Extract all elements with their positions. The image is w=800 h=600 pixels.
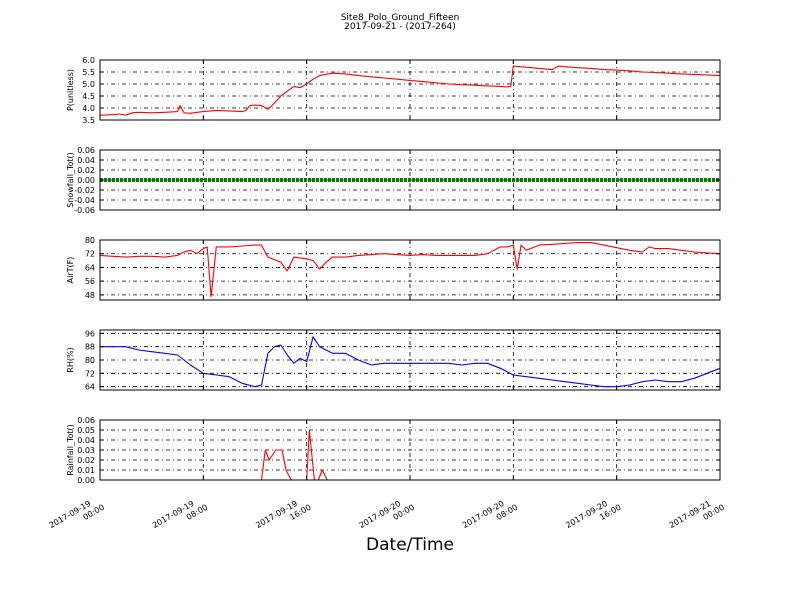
y-tick-label: 5.5	[82, 68, 95, 77]
y-tick-label: 72	[85, 369, 95, 378]
x-tick-label: 2017-09-2000:00	[358, 494, 416, 539]
x-tick-label: 2017-09-2016:00	[564, 494, 622, 539]
y-tick-label: 0.04	[77, 156, 95, 165]
y-axis-label: Snowfall_Tot()	[66, 152, 75, 208]
series-line	[99, 65, 721, 116]
y-axis-label: RH(%)	[66, 347, 75, 372]
y-tick-label: 0.01	[77, 466, 95, 475]
y-tick-label: 5.0	[82, 80, 95, 89]
y-tick-label: -0.06	[74, 206, 95, 215]
y-tick-label: -0.04	[74, 196, 95, 205]
y-tick-label: -0.02	[74, 186, 95, 195]
y-tick-label: 0.00	[77, 176, 95, 185]
y-tick-label: 0.00	[77, 476, 95, 485]
x-tick-label: 2017-09-1900:00	[48, 494, 106, 539]
panel-1: -0.06-0.04-0.020.000.020.040.06Snowfall_…	[66, 146, 721, 215]
panel-0: 3.5 4.0 4.5 5.0 5.5 6.0 P(unitless)	[66, 56, 721, 125]
y-axis-label: P(unitless)	[66, 69, 75, 111]
x-tick-label: 2017-09-2100:00	[668, 494, 726, 539]
y-tick-label: 80	[85, 356, 95, 365]
panel-3: 64 72 80 88 96 RH(%)	[66, 329, 721, 392]
x-axis-label: Date/Time	[366, 535, 454, 555]
x-tick-label: 2017-09-2008:00	[461, 494, 519, 539]
y-axis-label: Rainfall_Tot()	[66, 424, 75, 476]
y-tick-label: 4.5	[82, 92, 95, 101]
y-tick-label: 0.04	[77, 436, 95, 445]
chart-subtitle: 2017-09-21 - (2017-264)	[344, 22, 456, 32]
x-tick-label: 2017-09-1916:00	[254, 494, 312, 539]
y-tick-label: 64	[85, 263, 95, 272]
y-tick-label: 0.05	[77, 426, 95, 435]
y-tick-label: 0.06	[77, 416, 95, 425]
y-tick-label: 56	[85, 277, 95, 286]
y-tick-label: 0.03	[77, 446, 95, 455]
y-tick-label: 80	[85, 236, 95, 245]
y-tick-label: 4.0	[82, 104, 95, 113]
y-tick-label: 48	[85, 291, 95, 300]
y-axis-label: AirT(F)	[66, 257, 75, 284]
y-tick-label: 0.02	[77, 166, 95, 175]
chart-title: Site8_Polo_Ground_Fifteen	[341, 13, 460, 23]
y-tick-label: 88	[85, 343, 95, 352]
chart-panels: 3.5 4.0 4.5 5.0 5.5 6.0 P(unitless) -0.06-0.04-…	[48, 56, 726, 539]
y-tick-label: 6.0	[82, 56, 95, 65]
x-tick-label: 2017-09-1908:00	[151, 494, 209, 539]
y-tick-label: 3.5	[82, 116, 95, 125]
y-tick-label: 64	[85, 383, 95, 392]
y-tick-label: 0.02	[77, 456, 95, 465]
y-tick-label: 72	[85, 250, 95, 259]
panel-4: 0.000.010.020.030.040.050.06Rainfall_Tot…	[66, 416, 721, 485]
series-line	[100, 336, 721, 388]
y-tick-label: 0.06	[77, 146, 95, 155]
panel-2: 48 56 64 72 80 AirT(F)	[66, 236, 721, 301]
series-line	[99, 242, 721, 298]
y-tick-label: 96	[85, 329, 95, 338]
